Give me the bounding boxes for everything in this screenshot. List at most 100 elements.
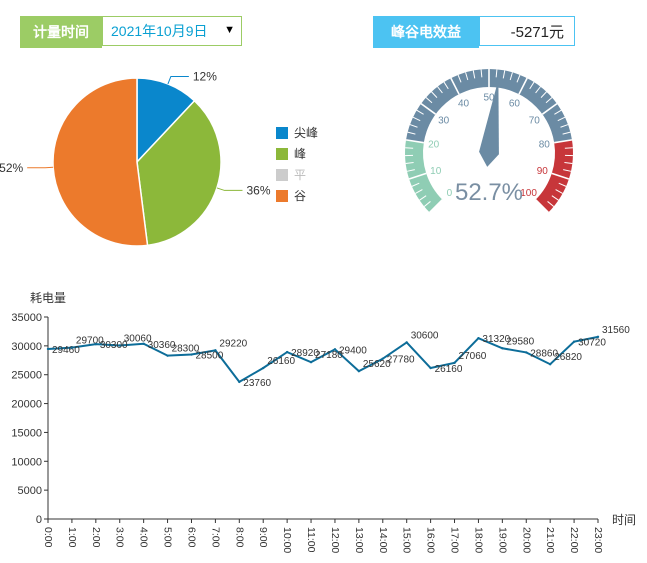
y-tick-label: 15000	[11, 427, 42, 439]
x-tick-label: 3:00	[114, 527, 126, 548]
x-tick-label: 21:00	[544, 527, 556, 553]
data-point	[94, 342, 98, 346]
data-point	[357, 369, 361, 373]
data-label: 28920	[291, 348, 319, 359]
x-tick-label: 9:00	[257, 527, 269, 548]
y-tick-label: 5000	[18, 485, 42, 497]
x-tick-label: 16:00	[425, 527, 437, 553]
pie-slice	[136, 77, 196, 164]
gauge-tick-label: 30	[438, 116, 450, 127]
data-point	[262, 366, 265, 370]
data-point	[548, 363, 552, 366]
x-tick-label: 15:00	[401, 527, 413, 553]
gauge-tick	[551, 172, 570, 180]
gauge-tick	[419, 195, 427, 201]
data-label: 29460	[52, 345, 80, 356]
data-point	[70, 346, 74, 349]
gauge-tick	[408, 172, 427, 180]
data-label: 31560	[602, 325, 630, 336]
data-label: 28500	[195, 351, 223, 362]
data-point	[477, 337, 480, 340]
data-point	[309, 360, 313, 364]
x-tick-label: 17:00	[449, 527, 461, 553]
x-tick-label: 20:00	[520, 527, 532, 553]
data-label: 26820	[554, 352, 582, 363]
gauge-tick	[412, 116, 421, 122]
gauge-tick	[405, 162, 414, 165]
pie-slice	[52, 77, 149, 247]
pie-slice-label: 12%	[193, 69, 217, 83]
x-tick-label: 19:00	[496, 527, 508, 553]
gauge-tick	[415, 189, 423, 194]
data-point	[166, 354, 169, 357]
data-label: 30360	[148, 340, 176, 351]
data-point	[453, 361, 456, 365]
pie-label-line	[167, 75, 189, 85]
gauge-tick	[431, 91, 438, 98]
gauge-tick	[558, 182, 567, 187]
gauge-tick	[423, 201, 431, 207]
gauge-tick	[540, 91, 547, 98]
data-point	[501, 347, 504, 350]
legend-item-peak-top[interactable]: 尖峰	[276, 122, 318, 143]
gauge-tick-label: 90	[537, 166, 549, 177]
gauge-tick	[516, 74, 521, 83]
x-tick-label: 14:00	[377, 527, 389, 553]
gauge-tick	[529, 81, 535, 90]
period-label: 计量时间	[20, 16, 102, 48]
legend-item-peak[interactable]: 峰	[276, 143, 318, 164]
legend-label: 谷	[294, 189, 307, 203]
x-tick-label: 6:00	[185, 527, 197, 548]
gauge-band	[535, 139, 573, 213]
gauge-tick	[518, 77, 528, 95]
dropdown-arrow-icon[interactable]: ▼	[224, 24, 235, 36]
pie-label-line	[216, 187, 243, 191]
pie-legend: 尖峰 峰 平 谷	[276, 122, 318, 206]
data-label: 27060	[459, 351, 487, 362]
gauge-tick	[541, 102, 558, 115]
gauge-tick	[429, 199, 443, 213]
gauge-tick	[443, 81, 449, 90]
x-tick-label: 2:00	[90, 527, 102, 548]
gauge-tick	[562, 131, 571, 135]
gauge-tick-label: 100	[520, 188, 537, 199]
gauge-tick-label: 70	[529, 116, 541, 127]
x-tick-label: 13:00	[353, 527, 365, 553]
gauge-tick-label: 60	[509, 99, 521, 110]
y-tick-label: 30000	[11, 341, 42, 353]
x-tick-label: 12:00	[329, 527, 341, 553]
data-point	[525, 351, 528, 354]
y-tick-label: 0	[36, 514, 42, 526]
data-label: 30600	[411, 330, 439, 341]
pie-slice	[136, 99, 222, 247]
data-label: 31320	[482, 334, 510, 345]
pie-slice-label: 52%	[0, 161, 23, 175]
y-tick-label: 10000	[11, 456, 42, 468]
x-tick-label: 22:00	[568, 527, 580, 553]
gauge-tick	[409, 124, 418, 128]
legend-label: 平	[294, 168, 307, 182]
gauge-tick	[564, 147, 573, 149]
gauge-tick	[563, 169, 572, 172]
y-tick-label: 25000	[11, 370, 42, 382]
x-tick-label: 1:00	[66, 527, 78, 548]
gauge-tick	[564, 162, 573, 165]
gauge-band	[404, 139, 443, 213]
x-tick-label: 23:00	[592, 527, 604, 553]
legend-label: 尖峰	[294, 126, 319, 140]
pie-label-line	[27, 166, 54, 169]
gauge-tick-label: 40	[458, 99, 470, 110]
gauge-tick-label: 20	[428, 140, 440, 151]
gauge-tick-label: 50	[483, 93, 495, 104]
date-select[interactable]: 2021年10月9日 ▼	[102, 16, 242, 46]
data-point	[405, 341, 408, 344]
data-point	[572, 340, 576, 343]
gauge-tick	[465, 72, 469, 81]
gauge-tick-label: 0	[447, 188, 453, 199]
legend-item-flat[interactable]: 平	[276, 164, 318, 185]
data-point	[381, 357, 384, 360]
gauge-tick-label: 80	[539, 140, 551, 151]
x-tick-label: 0:00	[42, 527, 54, 548]
data-point	[285, 350, 289, 354]
legend-item-valley[interactable]: 谷	[276, 185, 318, 206]
